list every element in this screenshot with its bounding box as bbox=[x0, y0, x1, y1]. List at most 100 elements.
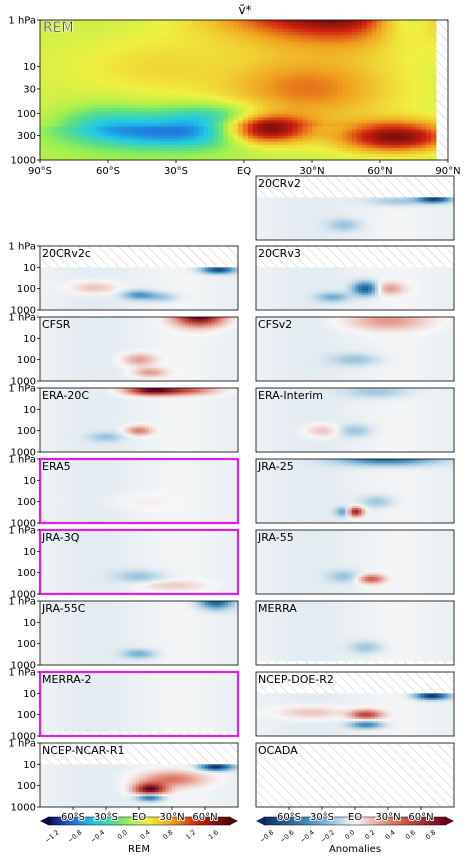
main-heatmap-cell bbox=[273, 99, 278, 102]
main-heatmap-cell bbox=[174, 111, 179, 114]
main-heatmap-cell bbox=[99, 75, 104, 78]
main-heatmap-cell bbox=[283, 151, 288, 154]
main-heatmap-cell bbox=[322, 102, 327, 105]
main-heatmap-cell bbox=[248, 57, 253, 60]
main-heatmap-cell bbox=[337, 136, 342, 139]
main-heatmap-cell bbox=[114, 47, 119, 50]
main-heatmap-cell bbox=[263, 133, 268, 136]
main-heatmap-cell bbox=[174, 136, 179, 139]
main-heatmap-cell bbox=[307, 105, 312, 108]
main-heatmap-cell bbox=[312, 99, 317, 102]
main-heatmap-cell bbox=[362, 120, 367, 123]
main-heatmap-cell bbox=[248, 111, 253, 114]
main-heatmap-cell bbox=[273, 53, 278, 56]
main-heatmap-cell bbox=[292, 148, 297, 151]
main-heatmap-cell bbox=[174, 69, 179, 72]
main-heatmap-cell bbox=[342, 93, 347, 96]
main-heatmap-cell bbox=[94, 53, 99, 56]
main-heatmap-cell bbox=[391, 120, 396, 123]
main-heatmap-cell bbox=[144, 148, 149, 151]
main-heatmap-cell bbox=[189, 57, 194, 60]
main-heatmap-cell bbox=[347, 78, 352, 81]
main-heatmap-cell bbox=[347, 81, 352, 84]
main-heatmap-cell bbox=[129, 44, 134, 47]
main-heatmap-cell bbox=[342, 53, 347, 56]
main-heatmap-cell bbox=[80, 145, 85, 148]
main-heatmap-cell bbox=[431, 130, 436, 133]
main-heatmap-cell bbox=[387, 99, 392, 102]
main-heatmap-cell bbox=[124, 50, 129, 53]
main-heatmap-cell bbox=[144, 44, 149, 47]
main-heatmap-cell bbox=[337, 50, 342, 53]
main-heatmap-cell bbox=[307, 23, 312, 26]
main-heatmap-cell bbox=[90, 38, 95, 41]
main-heatmap-cell bbox=[159, 139, 164, 142]
main-heatmap-cell bbox=[75, 111, 80, 114]
main-heatmap-cell bbox=[55, 66, 60, 69]
main-heatmap-cell bbox=[317, 114, 322, 117]
main-heatmap-cell bbox=[362, 105, 367, 108]
main-heatmap-cell bbox=[307, 111, 312, 114]
main-heatmap-cell bbox=[99, 90, 104, 93]
main-heatmap-cell bbox=[139, 127, 144, 130]
main-heatmap-cell bbox=[60, 120, 65, 123]
main-heatmap-cell bbox=[104, 93, 109, 96]
main-heatmap-cell bbox=[248, 96, 253, 99]
main-heatmap-cell bbox=[332, 84, 337, 87]
main-heatmap-cell bbox=[416, 29, 421, 32]
main-heatmap-cell bbox=[184, 108, 189, 111]
main-heatmap-cell bbox=[55, 105, 60, 108]
main-heatmap-cell bbox=[327, 35, 332, 38]
main-heatmap-cell bbox=[149, 90, 154, 93]
main-heatmap-cell bbox=[228, 26, 233, 29]
main-heatmap-cell bbox=[258, 154, 263, 157]
main-heatmap-cell bbox=[421, 120, 426, 123]
main-heatmap-cell bbox=[164, 154, 169, 157]
main-heatmap-cell bbox=[367, 81, 372, 84]
main-heatmap-cell bbox=[114, 108, 119, 111]
main-heatmap-cell bbox=[421, 57, 426, 60]
main-ytick-label: 100 bbox=[17, 109, 36, 120]
main-heatmap-cell bbox=[263, 123, 268, 126]
main-heatmap-cell bbox=[174, 78, 179, 81]
main-heatmap-cell bbox=[149, 145, 154, 148]
main-heatmap-cell bbox=[119, 72, 124, 75]
main-heatmap-cell bbox=[401, 38, 406, 41]
main-heatmap-cell bbox=[60, 44, 65, 47]
main-heatmap-cell bbox=[406, 50, 411, 53]
main-heatmap-cell bbox=[189, 139, 194, 142]
main-heatmap-cell bbox=[184, 99, 189, 102]
main-heatmap-cell bbox=[75, 105, 80, 108]
main-heatmap-cell bbox=[352, 63, 357, 66]
main-heatmap-cell bbox=[198, 99, 203, 102]
main-heatmap-cell bbox=[129, 50, 134, 53]
main-heatmap-cell bbox=[431, 117, 436, 120]
main-heatmap-cell bbox=[278, 93, 283, 96]
main-heatmap-cell bbox=[431, 84, 436, 87]
main-heatmap-cell bbox=[203, 151, 208, 154]
main-heatmap-cell bbox=[144, 87, 149, 90]
main-heatmap-cell bbox=[60, 47, 65, 50]
main-heatmap-cell bbox=[139, 60, 144, 63]
main-heatmap-cell bbox=[387, 108, 392, 111]
main-heatmap-cell bbox=[174, 90, 179, 93]
main-heatmap-cell bbox=[416, 120, 421, 123]
main-heatmap-cell bbox=[70, 75, 75, 78]
main-heatmap-cell bbox=[367, 44, 372, 47]
main-heatmap-cell bbox=[228, 136, 233, 139]
main-heatmap-cell bbox=[99, 60, 104, 63]
main-heatmap-cell bbox=[406, 63, 411, 66]
main-heatmap-cell bbox=[288, 23, 293, 26]
main-heatmap-cell bbox=[401, 35, 406, 38]
main-heatmap-cell bbox=[228, 148, 233, 151]
main-heatmap-cell bbox=[401, 117, 406, 120]
main-heatmap-cell bbox=[342, 23, 347, 26]
main-heatmap-cell bbox=[391, 35, 396, 38]
main-heatmap-cell bbox=[337, 75, 342, 78]
main-heatmap-cell bbox=[129, 151, 134, 154]
main-heatmap-cell bbox=[248, 154, 253, 157]
main-heatmap-cell bbox=[233, 154, 238, 157]
main-heatmap-cell bbox=[337, 127, 342, 130]
main-heatmap-cell bbox=[213, 32, 218, 35]
main-heatmap-cell bbox=[273, 84, 278, 87]
